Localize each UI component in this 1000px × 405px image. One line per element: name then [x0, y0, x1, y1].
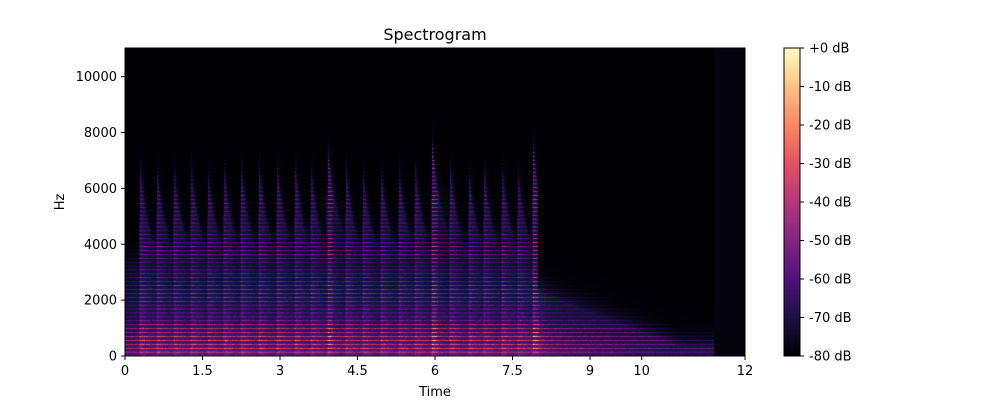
y-tick-label: 8000 [84, 126, 117, 141]
x-tick-label: 3 [276, 364, 284, 379]
y-tick-label: 0 [109, 350, 117, 365]
colorbar-tick-label: -20 dB [809, 119, 852, 134]
colorbar-tick-label: -30 dB [809, 157, 852, 172]
colorbar-tick-label: -80 dB [809, 350, 852, 365]
y-tick-label: 10000 [76, 70, 117, 85]
x-tick-label: 9 [586, 364, 594, 379]
colorbar: +0 dB -10 dB -20 dB -30 dB -40 dB -50 dB -60 d… [783, 42, 852, 365]
colorbar-tick-label: -70 dB [809, 311, 852, 326]
x-tick-label: 6 [431, 364, 439, 379]
x-tick-label: 10 [633, 364, 650, 379]
x-tick-label: 12 [737, 364, 754, 379]
x-axis-label: Time [418, 385, 451, 400]
colorbar-ticks: +0 dB -10 dB -20 dB -30 dB -40 dB -50 dB -60 d… [800, 42, 852, 365]
plot-area [124, 47, 746, 357]
colorbar-tick-label: -50 dB [809, 234, 852, 249]
chart-title: Spectrogram [383, 25, 486, 44]
x-tick-label: 7.5 [502, 364, 523, 379]
colorbar-gradient [783, 47, 801, 357]
spectrogram-heatmap [125, 48, 745, 356]
y-axis-label: Hz [53, 194, 68, 211]
y-axis-ticks: 0 2000 4000 6000 8000 10000 [76, 70, 125, 365]
x-tick-label: 1.5 [192, 364, 213, 379]
colorbar-tick-label: -60 dB [809, 273, 852, 288]
colorbar-tick-label: -40 dB [809, 196, 852, 211]
y-tick-label: 2000 [84, 294, 117, 309]
x-tick-label: 0 [121, 364, 129, 379]
y-tick-label: 4000 [84, 238, 117, 253]
x-tick-label: 4.5 [347, 364, 368, 379]
colorbar-tick-label: -10 dB [809, 80, 852, 95]
x-axis-ticks: 0 1.5 3 4.5 6 7.5 9 10 12 [121, 356, 753, 379]
colorbar-tick-label: +0 dB [809, 42, 849, 57]
y-tick-label: 6000 [84, 182, 117, 197]
